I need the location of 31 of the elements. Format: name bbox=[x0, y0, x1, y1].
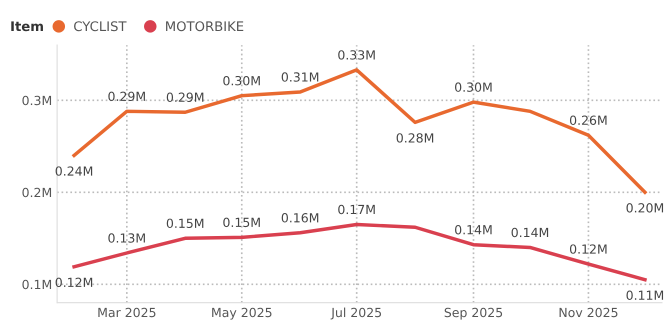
data-label: 0.11M bbox=[626, 290, 664, 300]
x-tick-label: Jul 2025 bbox=[330, 308, 382, 320]
y-tick-label: 0.2M bbox=[22, 188, 52, 198]
x-tick-label: Sep 2025 bbox=[444, 308, 502, 320]
data-label: 0.29M bbox=[166, 92, 204, 102]
data-label: 0.29M bbox=[108, 92, 145, 102]
data-label: 0.15M bbox=[166, 218, 204, 228]
data-label: 0.14M bbox=[512, 228, 548, 238]
data-label: 0.24M bbox=[56, 166, 92, 176]
data-label: 0.12M bbox=[570, 244, 607, 254]
data-label: 0.15M bbox=[223, 218, 260, 228]
data-label: 0.31M bbox=[282, 72, 318, 82]
data-label: 0.16M bbox=[282, 213, 318, 222]
x-tick-label: Nov 2025 bbox=[560, 308, 618, 318]
legend-label: CYCLIST bbox=[74, 21, 127, 32]
data-label: 0.12M bbox=[56, 278, 92, 288]
data-label: 0.14M bbox=[455, 225, 492, 234]
data-label: 0.26M bbox=[570, 116, 607, 125]
y-tick-label: 0.3M bbox=[22, 96, 52, 106]
x-tick-label: Mar 2025 bbox=[98, 308, 156, 318]
data-label: 0.17M bbox=[338, 204, 375, 214]
data-label: 0.30M bbox=[455, 82, 492, 92]
y-tick-label: 0.1M bbox=[22, 280, 52, 290]
x-tick-label: May 2025 bbox=[212, 308, 272, 320]
legend-label: MOTORBIKE bbox=[166, 21, 244, 32]
data-label: 0.30M bbox=[223, 76, 260, 86]
data-label: 0.20M bbox=[626, 203, 664, 213]
legend-title: Item bbox=[11, 21, 43, 32]
data-label: 0.13M bbox=[108, 233, 145, 243]
data-label: 0.33M bbox=[338, 50, 375, 60]
data-label: 0.28M bbox=[396, 133, 434, 143]
